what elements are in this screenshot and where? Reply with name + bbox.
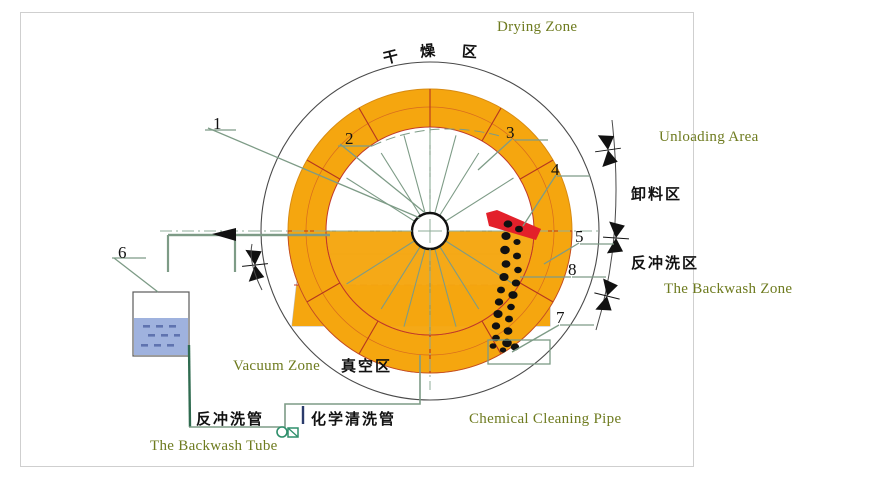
callout-2: 2: [345, 129, 354, 148]
flow-arrow-left: [212, 228, 236, 241]
label-vacuum-zone-cn: 真空区: [341, 357, 393, 375]
label-drying-zone-en: Drying Zone: [497, 19, 578, 35]
label-vacuum-zone-en: Vacuum Zone: [233, 358, 321, 374]
label-unloading-area-en: Unloading Area: [659, 129, 759, 145]
pump-valve-icon: [276, 426, 299, 438]
callout-7: 7: [556, 308, 565, 327]
label-drying-zone-cn-2: 燥: [419, 41, 438, 61]
callout-leaders: [112, 127, 614, 353]
callout-3: 3: [506, 123, 515, 142]
scraper-blade: [486, 210, 541, 240]
label-chemical-pipe-en: Chemical Cleaning Pipe: [469, 411, 622, 427]
callout-8: 8: [568, 260, 577, 279]
collection-box: [487, 339, 551, 365]
backwash-tube-line: [187, 344, 192, 428]
hub-centerlines: [418, 219, 442, 243]
callout-4: 4: [551, 160, 560, 179]
callout-1: 1: [213, 114, 222, 133]
backwash-tube-branch: [189, 355, 421, 428]
label-chemical-pipe-cn: 化学清洗管: [311, 410, 397, 428]
label-unloading-area-cn: 卸料区: [631, 185, 683, 203]
receiver-beaker: [132, 291, 190, 357]
inner-reference-arc: [371, 128, 501, 147]
callout-5: 5: [575, 227, 584, 246]
discharged-cake-particles: [489, 220, 523, 353]
dimension-markers: [242, 135, 630, 311]
outer-shell-circle: [260, 61, 600, 401]
label-drying-zone-cn-3: 区: [461, 42, 480, 62]
label-backwash-tube-cn: 反冲洗管: [196, 410, 265, 428]
label-backwash-zone-en: The Backwash Zone: [664, 281, 793, 297]
label-backwash-tube-en: The Backwash Tube: [150, 438, 278, 454]
callout-6: 6: [118, 243, 127, 262]
label-backwash-zone-cn: 反冲洗区: [631, 254, 700, 272]
